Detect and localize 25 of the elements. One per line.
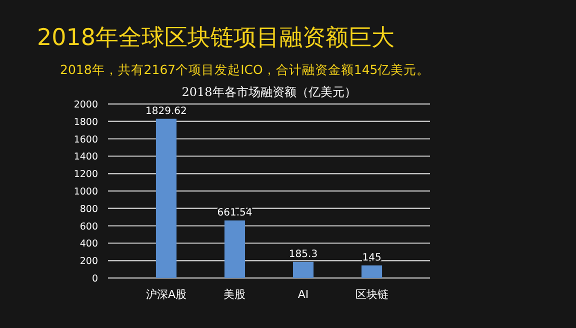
x-tick-label: 美股 (224, 288, 246, 301)
x-tick-label: 区块链 (355, 288, 388, 301)
y-tick-label: 1600 (74, 134, 98, 146)
data-label: 661.54 (217, 207, 252, 218)
bar (156, 118, 177, 278)
bar (224, 220, 246, 278)
data-label: 185.3 (288, 248, 318, 260)
text: 2018年各市场融资额（亿美元） (182, 85, 356, 99)
y-tick-label: 0 (92, 274, 98, 284)
data-label: 1829.62 (146, 106, 187, 117)
bar (292, 262, 314, 278)
y-tick-label: 800 (80, 204, 98, 215)
y-tick-label: 2000 (74, 100, 98, 110)
bar (361, 265, 382, 278)
x-tick-label: AI (298, 288, 309, 301)
y-tick-label: 1400 (74, 152, 98, 163)
y-tick-label: 1200 (74, 169, 98, 180)
chart-subtitle: 2018年，共有2167个项目发起ICO，合计融资金额145亿美元。 (60, 62, 430, 77)
y-tick-label: 400 (80, 238, 98, 250)
y-tick-label: 1800 (74, 116, 98, 128)
y-tick-label: 600 (80, 221, 98, 232)
x-tick-label: 沪深A股 (146, 288, 186, 301)
chart-title: 2018年全球区块链项目融资额巨大 (37, 25, 395, 51)
y-tick-label: 1000 (74, 186, 98, 198)
y-tick-label: 200 (80, 256, 98, 268)
